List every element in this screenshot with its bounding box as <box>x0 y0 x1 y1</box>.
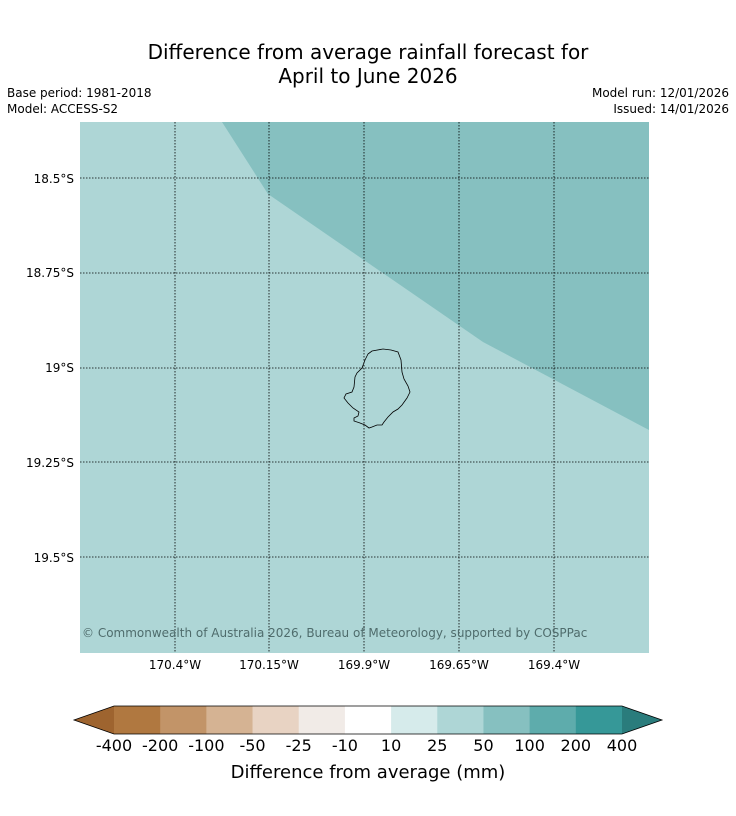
copyright-notice: © Commonwealth of Australia 2026, Bureau… <box>82 626 588 640</box>
colorbar-tick-label: 200 <box>560 736 592 755</box>
colorbar-tick-label: 10 <box>380 736 402 755</box>
map-panel <box>80 122 649 653</box>
map-title-line-1: Difference from average rainfall forecas… <box>147 40 589 64</box>
colorbar-segment <box>114 706 161 734</box>
colorbar-tick-label: -10 <box>331 736 358 755</box>
lat-label-19-25s: 19.25°S <box>26 456 74 470</box>
colorbar-segment <box>298 706 346 734</box>
colorbar-outline <box>72 705 664 735</box>
lat-label-18-75s: 18.75°S <box>26 266 74 280</box>
colorbar-tick-label: -200 <box>142 736 179 755</box>
colorbar <box>72 705 664 735</box>
colorbar-segment <box>483 706 531 734</box>
lat-label-19s: 19°S <box>45 361 74 375</box>
colorbar-tick-label: 25 <box>427 736 448 755</box>
colorbar-segment <box>206 706 254 734</box>
colorbar-segment <box>529 706 577 734</box>
graticule <box>80 122 649 653</box>
colorbar-tick-label: -400 <box>95 736 133 755</box>
base-period: Base period: 1981-2018 <box>7 86 152 100</box>
model-name: Model: ACCESS-S2 <box>7 102 119 116</box>
colorbar-extend-low <box>74 706 114 734</box>
lon-label-169-4w: 169.4°W <box>527 658 581 672</box>
colorbar-tick-label: -50 <box>239 736 266 755</box>
colorbar-segment <box>437 706 484 734</box>
colorbar-tick-label: 400 <box>606 736 638 755</box>
colorbar-segment <box>391 706 438 734</box>
colorbar-segment <box>252 706 300 734</box>
lon-label-169-9w: 169.9°W <box>337 658 391 672</box>
lon-label-170-15w: 170.15°W <box>239 658 299 672</box>
colorbar-segment <box>344 706 392 734</box>
model-run-date: Model run: 12/01/2026 <box>591 86 729 100</box>
lon-label-169-65w: 169.65°W <box>429 658 489 672</box>
colorbar-tick-label: 100 <box>514 736 545 755</box>
colorbar-label: Difference from average (mm) <box>230 762 506 783</box>
niue-island-outline <box>343 348 411 429</box>
colorbar-segment <box>160 706 207 734</box>
lon-label-170-4w: 170.4°W <box>148 658 202 672</box>
lat-label-18-5s: 18.5°S <box>33 172 74 186</box>
colorbar-tick-label: -25 <box>285 736 312 755</box>
map-title-line-2: April to June 2026 <box>278 64 458 88</box>
issued-date: Issued: 14/01/2026 <box>613 102 729 116</box>
rainfall-region-50-100 <box>222 122 649 430</box>
lat-label-19-5s: 19.5°S <box>33 551 74 565</box>
colorbar-tick-label: 50 <box>473 736 494 755</box>
colorbar-extend-high <box>622 706 662 734</box>
colorbar-tick-label: -100 <box>188 736 225 755</box>
colorbar-segment <box>575 706 623 734</box>
